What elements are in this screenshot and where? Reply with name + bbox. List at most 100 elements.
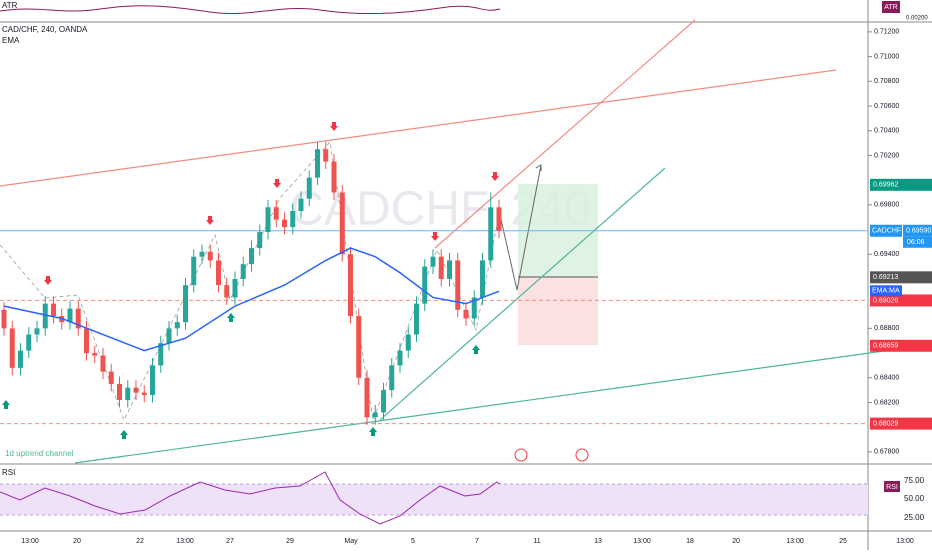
candle-body [315, 149, 320, 178]
x-tick-label: 13:00 [786, 538, 804, 545]
event-icon[interactable] [575, 448, 589, 462]
candle-body [422, 266, 428, 304]
support-line [379, 167, 666, 421]
candle-body [496, 207, 502, 231]
rsi-badge-text: RSI [886, 484, 898, 491]
candle-body [389, 365, 395, 391]
ema-badge [870, 285, 902, 297]
price-badge [903, 224, 932, 237]
y-tick-label: 0.68200 [874, 399, 899, 406]
price-badge-label: 0.69590 [906, 228, 931, 235]
candle-body [323, 149, 329, 162]
candle-body [108, 371, 114, 384]
candle-body [191, 256, 197, 286]
candle-body [471, 297, 477, 319]
candle-body [463, 309, 469, 319]
candle-body [356, 316, 362, 378]
candle-body [26, 334, 32, 351]
countdown-badge [903, 236, 932, 248]
candle-body [216, 260, 221, 286]
price-badge [870, 339, 932, 352]
candle-body [397, 350, 403, 366]
candle-body [249, 248, 254, 265]
sell-markers [44, 122, 499, 285]
candle-body [455, 260, 461, 310]
candle-body [257, 232, 263, 249]
candle-body [117, 383, 122, 400]
indicator-title: EMA [2, 36, 20, 45]
symbol-badge [870, 224, 902, 237]
candle-body [207, 251, 213, 261]
candle-body [348, 254, 353, 316]
rsi-badge [884, 481, 900, 492]
candle-body [381, 390, 386, 413]
annotation: 1d uptrend channel [5, 449, 74, 458]
x-tick-label: 13:00 [21, 538, 39, 545]
loss-zone [518, 277, 598, 345]
candle-body [405, 334, 411, 351]
atr-badge [882, 1, 900, 13]
rsi-tick: 25.00 [904, 513, 925, 522]
x-tick-label: 13 [594, 538, 602, 545]
x-tick-label: 20 [732, 538, 740, 545]
symbol-badge-text: CADCHF [872, 228, 901, 235]
price-badge [870, 178, 932, 191]
candle-body [430, 256, 436, 267]
y-tick-label: 0.70800 [874, 78, 899, 85]
candle-body [414, 303, 419, 335]
x-tick-label: 13:00 [896, 538, 914, 545]
x-tick-label: May [344, 538, 358, 545]
candle-body [447, 260, 452, 279]
x-tick-label: 7 [475, 538, 479, 545]
price-badge [870, 417, 932, 430]
x-tick-label: 22 [136, 538, 144, 545]
candle-body [133, 387, 139, 393]
candle-body [438, 256, 444, 279]
resistance-line [0, 69, 837, 187]
price-badge [870, 294, 932, 307]
candle-body [488, 207, 494, 261]
price-badge-label: 0.69962 [873, 182, 898, 189]
support-line [74, 350, 885, 464]
candle-body [480, 260, 485, 298]
candle-body [141, 392, 147, 396]
candle-body [174, 322, 180, 329]
candle-body [364, 377, 370, 418]
candle-body [150, 365, 155, 396]
candle-body [158, 343, 164, 366]
candle-body [18, 350, 23, 368]
projection-arrow [499, 164, 542, 291]
y-tick-label: 0.71200 [874, 29, 899, 36]
candle-body [1, 309, 7, 329]
rsi-band [0, 484, 868, 515]
buy-markers [2, 313, 480, 439]
y-tick-label: 0.68800 [874, 325, 899, 332]
price-badge-label: 0.69026 [873, 297, 898, 304]
x-tick-label: 20 [73, 538, 81, 545]
atr-line [0, 5, 501, 15]
y-tick-label: 0.70600 [874, 103, 899, 110]
candle-body [100, 355, 106, 372]
price-badge-label: 0.68659 [873, 343, 898, 350]
chart-title: CAD/CHF, 240, OANDA [2, 25, 88, 34]
y-tick-label: 0.70400 [874, 128, 899, 135]
candle-body [306, 177, 312, 199]
candle-body [331, 161, 337, 193]
candle-body [75, 308, 81, 329]
candle-body [92, 353, 98, 356]
x-tick-label: 13:00 [176, 538, 194, 545]
candle-body [125, 387, 131, 400]
x-tick-label: 13:00 [633, 538, 651, 545]
candle-body [9, 328, 15, 368]
event-icon[interactable] [514, 448, 528, 462]
candle-body [42, 303, 48, 329]
atr-badge-text: ATR [884, 4, 897, 11]
y-tick-label: 0.71000 [874, 53, 899, 60]
arrow-head [535, 164, 542, 171]
x-tick-label: 11 [533, 538, 540, 545]
candle-body [199, 251, 205, 257]
y-tick-label: 0.69800 [874, 202, 899, 209]
candle-body [240, 264, 246, 279]
candle-body [183, 285, 188, 323]
